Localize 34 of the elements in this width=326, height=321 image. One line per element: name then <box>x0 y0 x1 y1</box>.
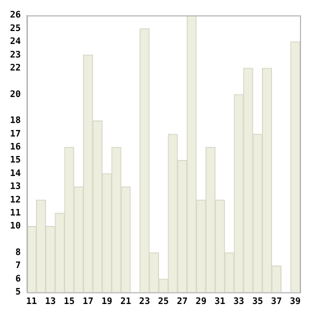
y-tick-label: 26 <box>10 10 21 21</box>
x-tick-label: 33 <box>233 296 244 307</box>
y-tick-label: 10 <box>10 222 21 232</box>
x-tick-label: 13 <box>44 296 56 307</box>
x-tick-label: 19 <box>101 296 112 307</box>
x-tick-label: 35 <box>252 296 264 307</box>
y-tick-label: 24 <box>10 37 22 48</box>
y-tick-label: 17 <box>10 129 21 140</box>
x-tick-label: 31 <box>214 296 226 307</box>
y-tick-label: 25 <box>10 24 21 34</box>
x-tick-label: 39 <box>290 296 301 307</box>
x-tick-label: 11 <box>26 296 37 307</box>
y-tick-label: 12 <box>10 195 21 206</box>
y-tick-label: 18 <box>10 116 21 126</box>
y-tick-label: 23 <box>10 50 21 60</box>
y-tick-label: 15 <box>10 156 21 166</box>
x-tick-label: 29 <box>196 296 207 307</box>
x-tick-label: 25 <box>158 296 169 307</box>
y-tick-label: 7 <box>15 261 21 272</box>
x-tick-label: 27 <box>176 296 188 307</box>
x-tick-label: 23 <box>139 296 150 307</box>
x-tick-label: 21 <box>120 296 132 307</box>
y-tick-label: 22 <box>10 63 21 74</box>
x-tick-label: 17 <box>82 296 94 307</box>
y-tick-label: 13 <box>10 182 21 192</box>
y-tick-label: 8 <box>15 248 21 258</box>
x-tick-label: 37 <box>271 296 282 307</box>
y-tick-label: 16 <box>10 142 21 153</box>
y-tick-label: 6 <box>15 274 21 284</box>
y-tick-label: 20 <box>10 90 21 100</box>
y-tick-label: 5 <box>15 288 21 298</box>
y-tick-label: 11 <box>10 208 21 218</box>
y-tick-label: 14 <box>10 168 22 179</box>
x-tick-label: 15 <box>64 296 75 307</box>
